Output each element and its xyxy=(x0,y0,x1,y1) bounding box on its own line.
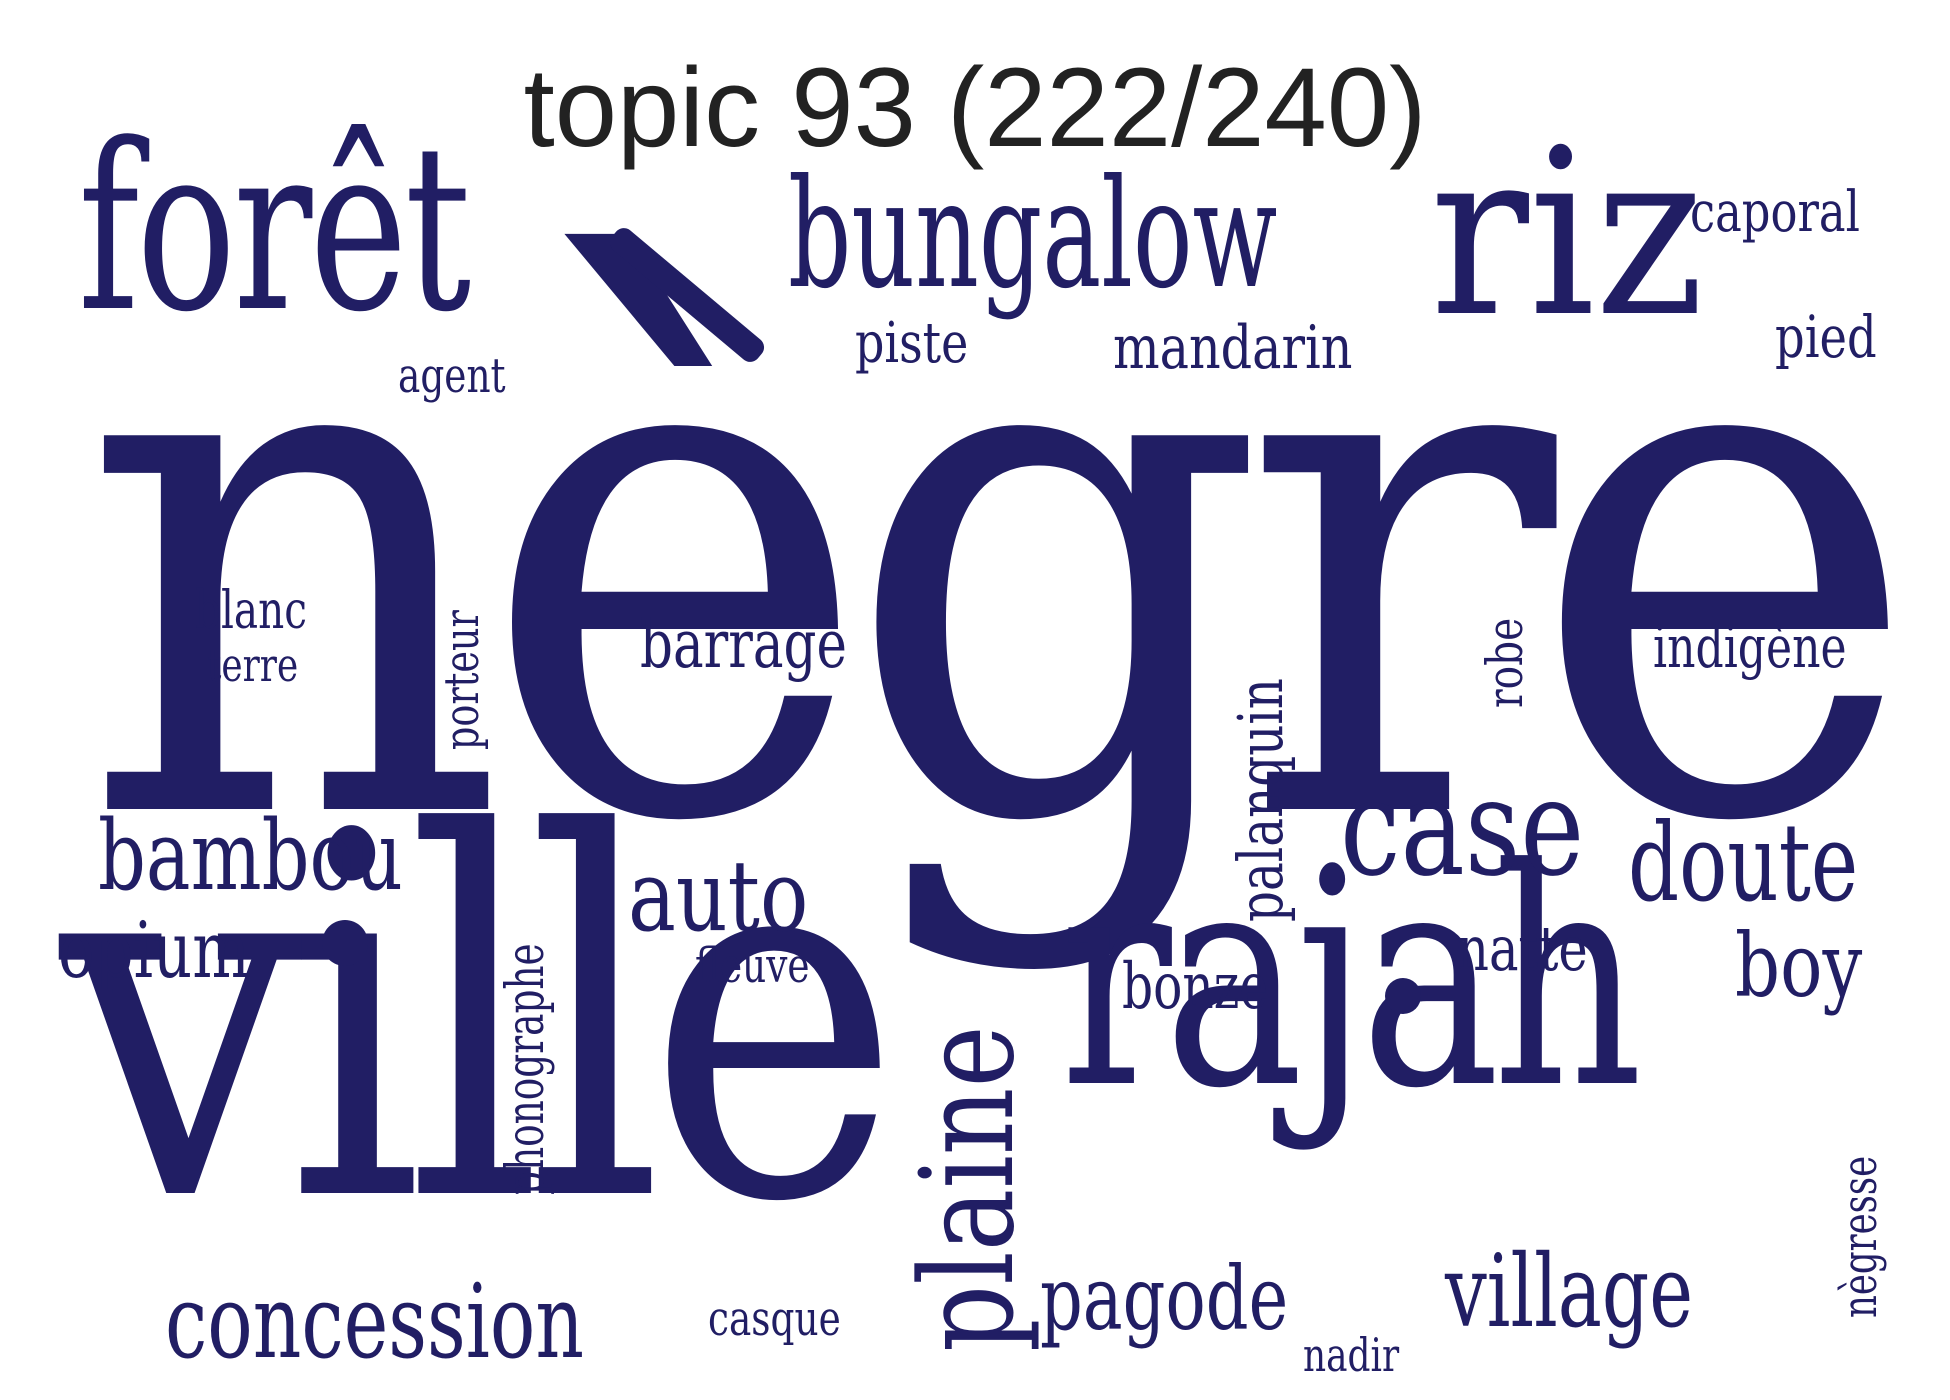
word-bonze: bonze xyxy=(1122,950,1269,1024)
word-bungalow: bungalow xyxy=(788,148,1278,322)
word-cloud-title: topic 93 (222/240) xyxy=(523,45,1427,170)
word-foret: forêt xyxy=(78,96,471,363)
word-caporal: caporal xyxy=(1690,180,1860,245)
word-pied: pied xyxy=(1775,303,1877,371)
word-agent: agent xyxy=(398,348,506,404)
word-palanquin: palanquin xyxy=(1224,678,1297,922)
dot-glyph-opium xyxy=(322,920,368,966)
word-porteur: porteur xyxy=(434,610,490,750)
word-plaine: plaine xyxy=(894,1025,1043,1352)
word-doute: doute xyxy=(1628,801,1859,926)
word-pagode: pagode xyxy=(1040,1247,1289,1350)
word-blanc: blanc xyxy=(195,581,307,641)
word-casque: casque xyxy=(708,1291,841,1347)
word-negre: nègre xyxy=(80,141,1921,979)
word-barrage: barrage xyxy=(640,606,847,683)
word-nadir: nadir xyxy=(1303,1328,1400,1382)
word-phonographe: phonographe xyxy=(496,943,556,1195)
word-terre: terre xyxy=(207,638,299,692)
word-riz: riz xyxy=(1430,101,1705,368)
word-rajah: rajah xyxy=(1060,805,1643,1154)
word-piste: piste xyxy=(855,311,969,376)
word-opium: opium xyxy=(58,906,250,996)
word-negresse: nègresse xyxy=(1832,1155,1888,1318)
word-concession: concession xyxy=(165,1263,584,1382)
dot-glyph-rajah xyxy=(1385,978,1421,1014)
word-mandarin: mandarin xyxy=(1113,313,1353,383)
word-auto: auto xyxy=(628,840,809,954)
word-boy: boy xyxy=(1735,914,1863,1017)
word-ville: ville xyxy=(60,729,901,1311)
word-fleuve: fleuve xyxy=(695,938,810,994)
word-case: case xyxy=(1340,749,1585,906)
word-village: village xyxy=(1445,1233,1694,1350)
word-bambou: bambou xyxy=(98,800,403,912)
word-indigene: indigène xyxy=(1653,613,1847,681)
word-natte: natte xyxy=(1457,912,1588,985)
word-robe: robe xyxy=(1476,617,1534,708)
